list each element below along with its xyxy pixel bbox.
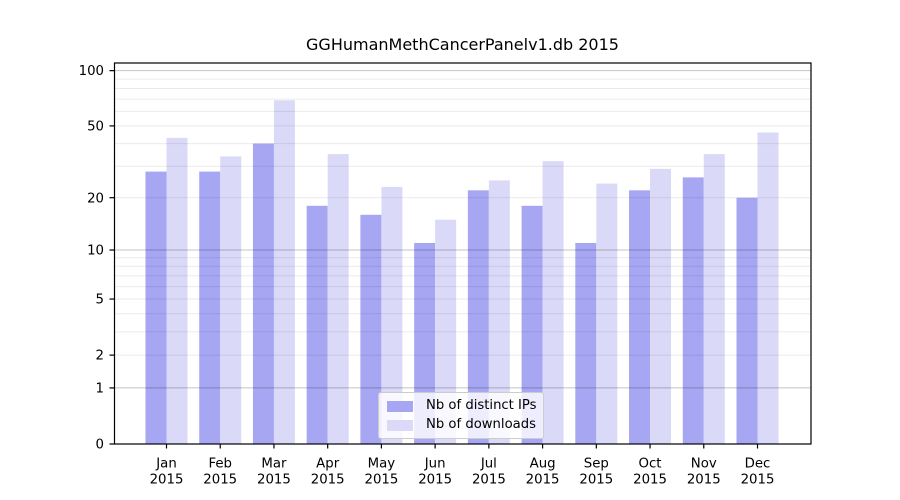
x-tick-label-year-aug: 2015 — [526, 473, 560, 488]
x-tick-label-year-jan: 2015 — [150, 473, 184, 488]
x-tick-label-month-oct: Oct — [639, 457, 662, 472]
y-tick-label-0: 0 — [96, 438, 104, 453]
x-tick-label-month-dec: Dec — [745, 457, 771, 472]
legend-label-downloads: Nb of downloads — [426, 417, 536, 432]
bar-jun-downloads — [435, 219, 457, 444]
y-tick-label-2: 2 — [96, 349, 104, 364]
bar-feb-downloads — [220, 156, 242, 444]
x-tick-label-year-mar: 2015 — [257, 473, 291, 488]
bar-may-downloads — [381, 186, 403, 444]
bar-nov-downloads — [703, 154, 725, 444]
legend-swatch-distinct-ips — [387, 400, 413, 412]
bar-aug-distinct-ips — [521, 205, 543, 444]
x-tick-label-year-oct: 2015 — [633, 473, 667, 488]
bar-feb-distinct-ips — [199, 171, 221, 444]
x-tick-label-month-jul: Jul — [480, 457, 497, 472]
bar-dec-distinct-ips — [736, 197, 758, 444]
bar-mar-downloads — [273, 100, 295, 445]
bar-may-distinct-ips — [360, 214, 382, 444]
bar-apr-downloads — [327, 154, 349, 444]
x-tick-label-month-may: May — [368, 457, 396, 472]
bar-sep-distinct-ips — [575, 242, 597, 444]
x-tick-label-year-may: 2015 — [364, 473, 398, 488]
bar-sep-downloads — [596, 183, 618, 444]
bar-dec-downloads — [757, 132, 779, 444]
bar-oct-downloads — [650, 168, 672, 444]
chart-title: GGHumanMethCancerPanelv1.db 2015 — [306, 35, 619, 54]
x-tick-label-month-sep: Sep — [584, 457, 609, 472]
x-tick-label-year-feb: 2015 — [203, 473, 237, 488]
bar-nov-distinct-ips — [682, 177, 704, 444]
legend-label-distinct-ips: Nb of distinct IPs — [426, 398, 537, 413]
x-tick-label-year-jun: 2015 — [418, 473, 452, 488]
x-tick-label-month-mar: Mar — [261, 457, 287, 472]
x-tick-label-year-apr: 2015 — [311, 473, 345, 488]
x-tick-label-year-nov: 2015 — [687, 473, 721, 488]
bar-jul-downloads — [488, 180, 510, 445]
x-tick-label-year-sep: 2015 — [579, 473, 613, 488]
y-tick-label-10: 10 — [87, 244, 104, 259]
bar-apr-distinct-ips — [306, 205, 328, 444]
bar-oct-distinct-ips — [629, 190, 651, 444]
x-tick-label-month-jan: Jan — [155, 457, 177, 472]
bar-mar-distinct-ips — [252, 143, 274, 444]
legend-item-distinct-ips: Nb of distinct IPs — [387, 398, 537, 414]
bar-jan-distinct-ips — [145, 171, 167, 444]
x-tick-label-month-nov: Nov — [691, 457, 717, 472]
legend-swatch-downloads — [387, 419, 413, 431]
x-tick-label-month-aug: Aug — [530, 457, 556, 472]
y-tick-label-50: 50 — [87, 120, 104, 135]
legend: Nb of distinct IPs Nb of downloads — [378, 392, 544, 439]
legend-item-downloads: Nb of downloads — [387, 417, 536, 433]
x-tick-label-year-jul: 2015 — [472, 473, 506, 488]
x-tick-label-month-apr: Apr — [316, 457, 340, 472]
y-tick-label-5: 5 — [96, 293, 104, 308]
bar-jan-downloads — [166, 137, 188, 445]
y-tick-label-20: 20 — [87, 191, 104, 206]
y-tick-label-100: 100 — [79, 64, 104, 79]
x-tick-label-month-feb: Feb — [208, 457, 232, 472]
x-tick-label-month-jun: Jun — [424, 457, 446, 472]
x-tick-label-year-dec: 2015 — [741, 473, 775, 488]
bar-jul-distinct-ips — [467, 190, 489, 444]
bar-aug-downloads — [542, 161, 564, 444]
y-tick-label-1: 1 — [96, 382, 104, 397]
plot-frame — [113, 62, 812, 445]
